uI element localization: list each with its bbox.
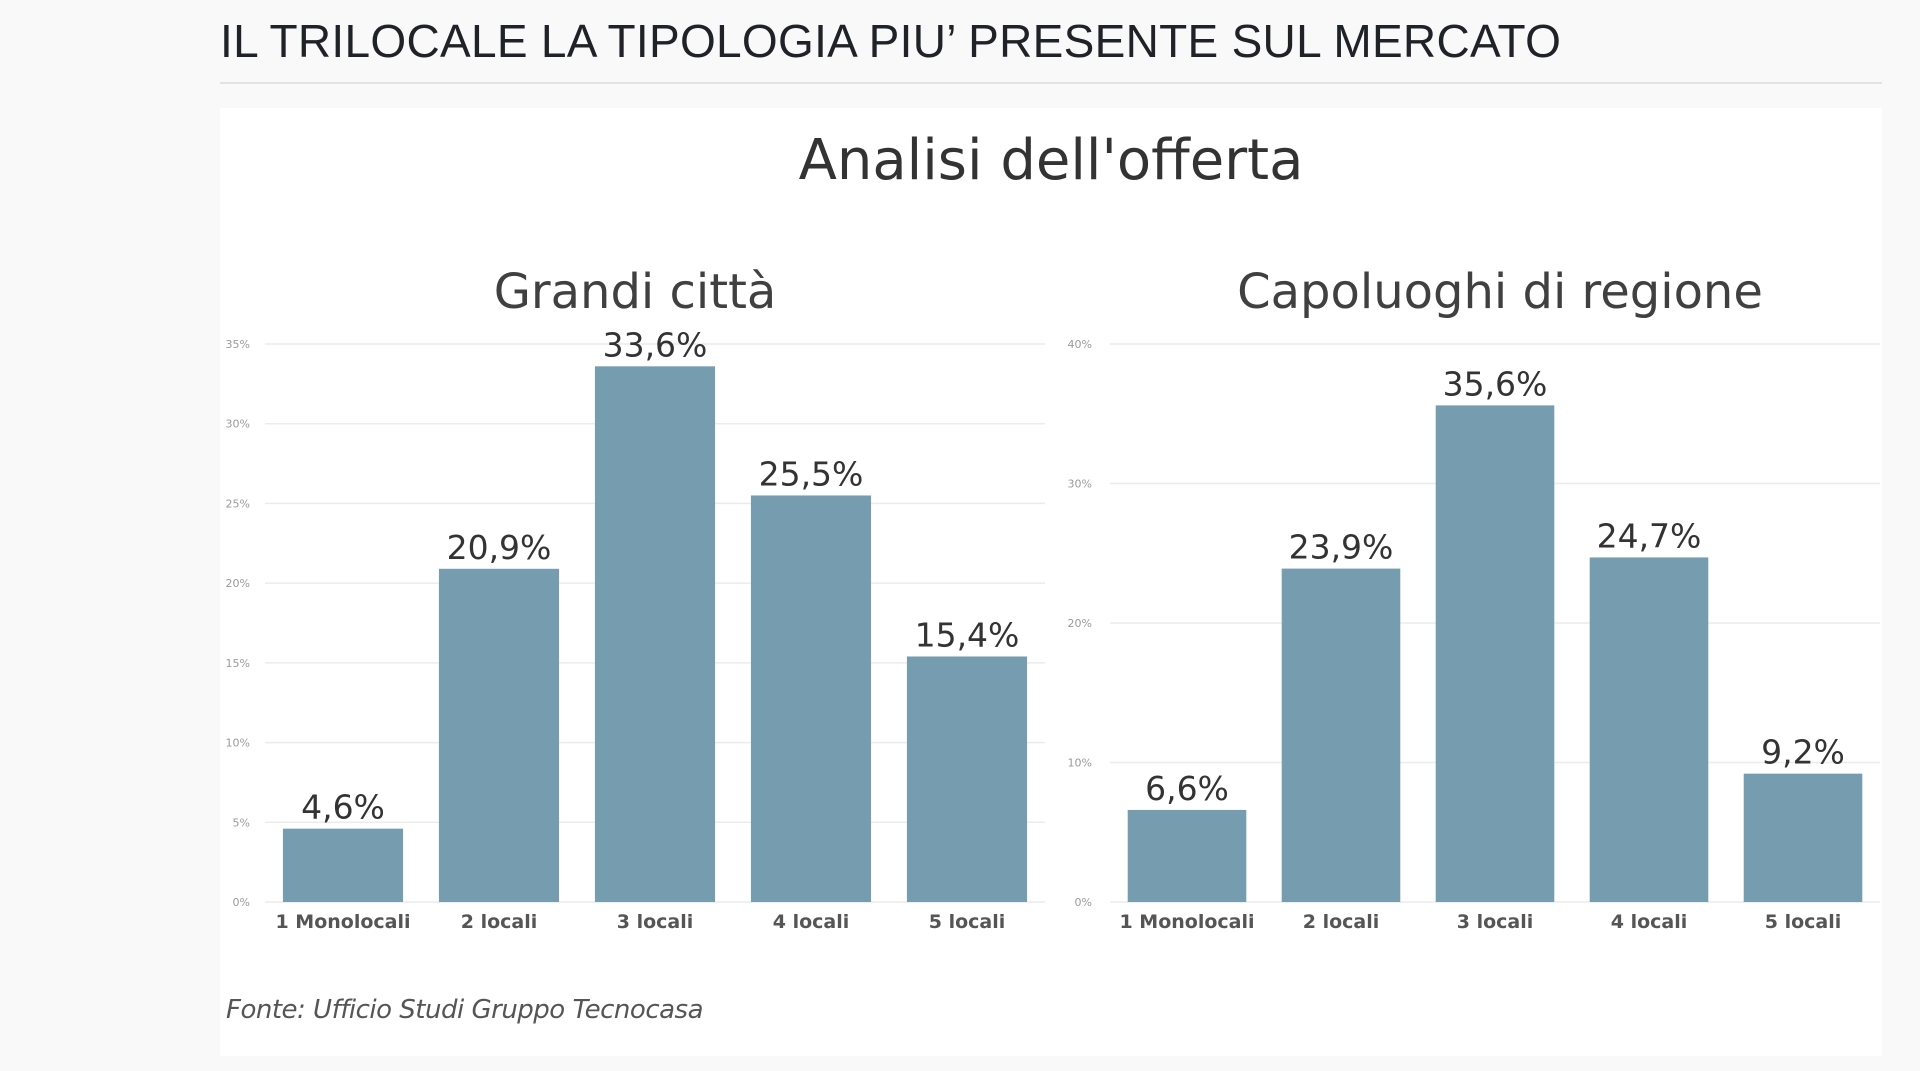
- figure-title: Analisi dell'offerta: [798, 128, 1304, 193]
- title-divider: [220, 82, 1882, 84]
- y-tick-label: 40%: [1068, 338, 1092, 351]
- category-label: 3 locali: [1457, 911, 1534, 933]
- bar: [1281, 568, 1401, 902]
- category-label: 3 locali: [617, 911, 694, 933]
- y-tick-label: 20%: [226, 577, 250, 590]
- y-tick-label: 10%: [226, 737, 250, 750]
- article-title: IL TRILOCALE LA TIPOLOGIA PIU’ PRESENTE …: [220, 15, 1562, 67]
- category-label: 4 locali: [773, 911, 850, 933]
- chart-title: Grandi città: [494, 264, 777, 320]
- data-label: 6,6%: [1145, 769, 1229, 808]
- y-tick-label: 10%: [1068, 757, 1092, 770]
- bar: [1743, 773, 1863, 902]
- category-label: 5 locali: [1765, 911, 1842, 933]
- chart-figure: Analisi dell'offerta Grandi città 0% 5% 10%…: [220, 108, 1882, 1056]
- y-tick-label: 20%: [1068, 617, 1092, 630]
- y-tick-label: 15%: [226, 657, 250, 670]
- data-label: 9,2%: [1761, 733, 1845, 772]
- chart-title: Capoluoghi di regione: [1237, 264, 1763, 320]
- category-label: 2 locali: [461, 911, 538, 933]
- data-label: 15,4%: [915, 615, 1020, 654]
- bar: [1589, 557, 1709, 902]
- category-label: 1 Monolocali: [1119, 911, 1254, 933]
- y-tick-label: 30%: [1068, 478, 1092, 491]
- data-label: 33,6%: [603, 325, 708, 364]
- category-label: 2 locali: [1303, 911, 1380, 933]
- bar: [438, 568, 560, 902]
- y-tick-label: 30%: [226, 418, 250, 431]
- bar: [594, 366, 716, 902]
- bar: [1435, 405, 1555, 902]
- y-tick-label: 35%: [226, 338, 250, 351]
- y-tick-label: 5%: [233, 816, 250, 829]
- y-tick-label: 0%: [1075, 896, 1092, 909]
- bar: [906, 656, 1028, 902]
- chart-grandi-citta: Grandi città 0% 5% 10% 15% 20% 25% 30% 35% 4,6% 1 …: [226, 264, 1045, 933]
- category-label: 1 Monolocali: [275, 911, 410, 933]
- data-label: 25,5%: [759, 454, 864, 493]
- bar: [282, 828, 404, 902]
- y-tick-label: 0%: [233, 896, 250, 909]
- category-label: 4 locali: [1611, 911, 1688, 933]
- data-label: 4,6%: [301, 788, 385, 827]
- bar: [750, 495, 872, 902]
- chart-capoluoghi-di-regione: Capoluoghi di regione 0% 10% 20% 30% 40% 6,6% 1…: [1068, 264, 1880, 933]
- bar: [1127, 809, 1247, 902]
- data-label: 23,9%: [1289, 528, 1394, 567]
- category-label: 5 locali: [929, 911, 1006, 933]
- data-label: 20,9%: [447, 528, 552, 567]
- data-label: 35,6%: [1443, 364, 1548, 403]
- data-label: 24,7%: [1597, 516, 1702, 555]
- y-tick-label: 25%: [226, 497, 250, 510]
- source-note: Fonte: Ufficio Studi Gruppo Tecnocasa: [226, 995, 704, 1025]
